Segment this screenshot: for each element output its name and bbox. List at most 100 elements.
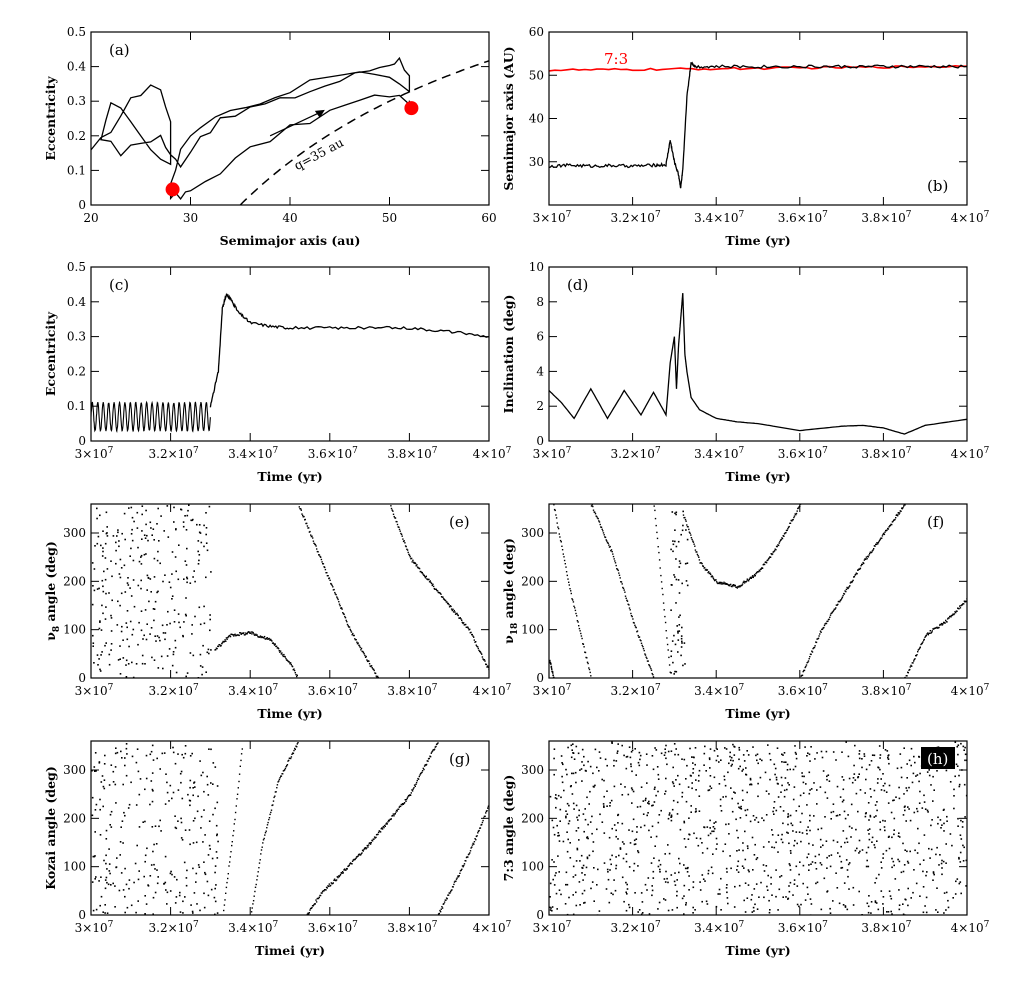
- scatter-point: [607, 871, 609, 873]
- scatter-point: [883, 826, 886, 828]
- scatter-point: [768, 841, 770, 843]
- track-point: [295, 673, 297, 676]
- scatter-point: [648, 803, 650, 805]
- scatter-point: [167, 610, 169, 613]
- track-point: [691, 538, 693, 541]
- track-point: [335, 594, 337, 596]
- scatter-point: [214, 887, 216, 890]
- x-tick-label: 3.6×107: [308, 683, 358, 698]
- track-point: [701, 562, 703, 565]
- scatter-point: [144, 663, 146, 665]
- track-point: [353, 634, 355, 637]
- x-tick-label: 3×107: [75, 920, 114, 935]
- scatter-point: [958, 882, 961, 885]
- scatter-point: [861, 849, 864, 851]
- scatter-point: [820, 908, 823, 911]
- scatter-point: [171, 873, 173, 876]
- scatter-point: [835, 759, 837, 761]
- y-tick-label: 300: [63, 763, 86, 777]
- track-point: [865, 558, 867, 560]
- track-point: [779, 540, 781, 543]
- scatter-point: [111, 575, 113, 578]
- track-point: [873, 548, 875, 550]
- scatter-point: [144, 860, 146, 863]
- track-point: [392, 513, 395, 515]
- scatter-point: [92, 642, 95, 644]
- scatter-point: [894, 878, 897, 880]
- scatter-point: [617, 814, 619, 817]
- scatter-point: [186, 581, 188, 584]
- track-point: [313, 904, 315, 906]
- scatter-point: [598, 751, 601, 753]
- track-point: [330, 882, 332, 884]
- scatter-point: [893, 829, 895, 831]
- scatter-point: [565, 768, 567, 771]
- scatter-point: [191, 910, 194, 913]
- scatter-point: [131, 528, 133, 531]
- scatter-point: [91, 796, 94, 799]
- scatter-point: [630, 787, 633, 789]
- track-point: [411, 790, 414, 792]
- track-point: [415, 781, 418, 784]
- scatter-point: [868, 833, 870, 835]
- scatter-point: [566, 883, 569, 886]
- scatter-point: [802, 882, 804, 885]
- track-point: [590, 505, 593, 507]
- track-point: [778, 542, 780, 544]
- scatter-point: [569, 842, 571, 844]
- scatter-point: [874, 901, 877, 904]
- track-point: [361, 849, 364, 851]
- track-point: [276, 784, 279, 786]
- scatter-point: [809, 898, 812, 900]
- scatter-point: [206, 783, 209, 786]
- scatter-point: [167, 536, 170, 538]
- scatter-point: [568, 804, 570, 807]
- track-point: [551, 671, 554, 673]
- scatter-point: [805, 783, 807, 785]
- scatter-point: [859, 850, 861, 853]
- scatter-point: [103, 859, 105, 862]
- scatter-point: [937, 911, 939, 913]
- track-point: [402, 803, 404, 805]
- track-point: [262, 839, 265, 841]
- track-point: [768, 557, 770, 559]
- scatter-point: [725, 823, 727, 826]
- scatter-point: [154, 635, 156, 637]
- panel-f: 3×107 3.2×107 3.4×107 3.6×107 3.8×107 4×10701…: [501, 503, 990, 721]
- scatter-point: [190, 904, 192, 906]
- scatter-point: [173, 506, 175, 509]
- scatter-point: [663, 878, 666, 880]
- plot-area: [91, 56, 489, 205]
- scatter-point: [598, 770, 600, 772]
- scatter-point: [171, 573, 173, 575]
- scatter-point: [651, 885, 653, 887]
- track-point: [269, 638, 272, 641]
- track-point: [460, 869, 462, 871]
- track-point: [487, 807, 489, 809]
- track-point: [227, 636, 230, 638]
- scatter-point: [185, 884, 188, 887]
- track-point: [579, 630, 581, 632]
- track-point: [266, 827, 268, 829]
- scatter-point: [153, 843, 155, 846]
- scatter-point: [138, 826, 141, 828]
- scatter-point: [913, 811, 916, 814]
- scatter-point: [713, 822, 715, 824]
- track-point: [877, 543, 879, 545]
- track-point: [310, 534, 312, 536]
- scatter-point: [941, 873, 943, 876]
- scatter-point: [681, 795, 683, 798]
- track-point: [256, 875, 259, 877]
- track-point: [609, 545, 611, 548]
- scatter-point: [631, 802, 633, 804]
- scatter-point: [836, 814, 839, 817]
- scatter-point: [99, 808, 101, 811]
- scatter-point: [864, 815, 867, 818]
- track-point: [259, 636, 261, 638]
- scatter-point: [745, 774, 748, 776]
- scatter-point: [100, 654, 102, 656]
- track-point: [253, 895, 255, 897]
- track-point: [612, 553, 614, 555]
- scatter-point: [146, 847, 148, 850]
